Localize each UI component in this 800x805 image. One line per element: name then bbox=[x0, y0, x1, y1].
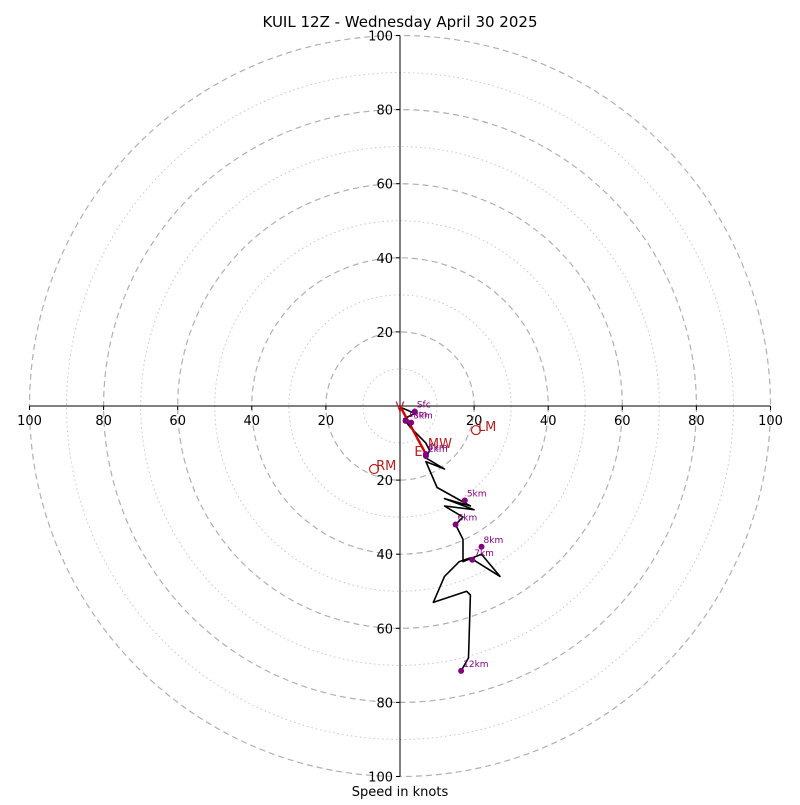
height-marker-label: 4km bbox=[428, 443, 448, 453]
height-marker-dot bbox=[402, 417, 409, 424]
height-marker-dot bbox=[422, 451, 429, 458]
x-tick-label: 60 bbox=[169, 414, 186, 429]
height-marker-dot bbox=[452, 521, 459, 528]
height-marker-label: 12km bbox=[463, 660, 488, 670]
height-marker-label: 2km bbox=[428, 445, 448, 455]
height-marker-dot bbox=[458, 667, 465, 674]
storm-motion-label: RM bbox=[376, 459, 396, 474]
y-tick-label: 60 bbox=[376, 622, 393, 637]
x-tick-label: 80 bbox=[95, 414, 112, 429]
height-marker-dot bbox=[469, 556, 476, 563]
x-tick-label: 20 bbox=[318, 414, 335, 429]
shear-vector-group: VE bbox=[396, 401, 427, 460]
height-marker-label: Sfc bbox=[417, 401, 431, 411]
shear-label: E bbox=[414, 445, 422, 460]
storm-motion-marker bbox=[368, 463, 380, 475]
y-tick-label: 20 bbox=[376, 474, 393, 489]
x-tick-label: 40 bbox=[540, 414, 557, 429]
storm-motion-label: MW bbox=[428, 437, 452, 452]
tick-labels: 100 80 60 40 20 20 40 60 80 100 100 80 60 40 20 20 40 60 8… bbox=[17, 30, 783, 786]
storm-motion-markers: RM LM MW bbox=[368, 420, 496, 475]
height-marker-dot bbox=[478, 543, 485, 550]
x-tick-label: 100 bbox=[758, 414, 783, 429]
storm-motion-label: LM bbox=[478, 420, 496, 435]
y-tick-label: 100 bbox=[368, 771, 393, 786]
y-tick-label: 80 bbox=[376, 104, 393, 119]
y-tick-label: 20 bbox=[376, 326, 393, 341]
height-marker-label: 1km bbox=[408, 410, 428, 420]
shear-label: V bbox=[396, 401, 405, 416]
height-marker-label: 6km bbox=[458, 514, 478, 524]
x-tick-label: 20 bbox=[466, 414, 483, 429]
y-tick-label: 40 bbox=[376, 548, 393, 563]
y-tick-label: 100 bbox=[368, 30, 393, 45]
hodograph-line bbox=[401, 407, 501, 672]
x-tick-label: 100 bbox=[17, 414, 42, 429]
height-marker-dot bbox=[411, 408, 418, 415]
y-tick-label: 40 bbox=[376, 252, 393, 267]
chart-title: KUIL 12Z - Wednesday April 30 2025 bbox=[263, 13, 538, 31]
x-tick-label: 80 bbox=[688, 414, 705, 429]
bulk-shear-vector bbox=[398, 405, 427, 455]
y-tick-label: 60 bbox=[376, 178, 393, 193]
hodograph-trace bbox=[401, 407, 501, 672]
height-marker-label: 8km bbox=[484, 536, 504, 546]
x-axis-label: Speed in knots bbox=[352, 785, 449, 800]
height-marker-dot bbox=[461, 497, 468, 504]
height-marker-dot bbox=[408, 419, 415, 426]
height-marker-label: 3km bbox=[413, 412, 433, 422]
height-marker-label: 7km bbox=[474, 549, 494, 559]
x-tick-label: 60 bbox=[614, 414, 631, 429]
y-tick-label: 80 bbox=[376, 696, 393, 711]
storm-motion-marker bbox=[470, 424, 482, 436]
height-marker-label: 5km bbox=[467, 489, 487, 499]
x-tick-label: 40 bbox=[244, 414, 261, 429]
